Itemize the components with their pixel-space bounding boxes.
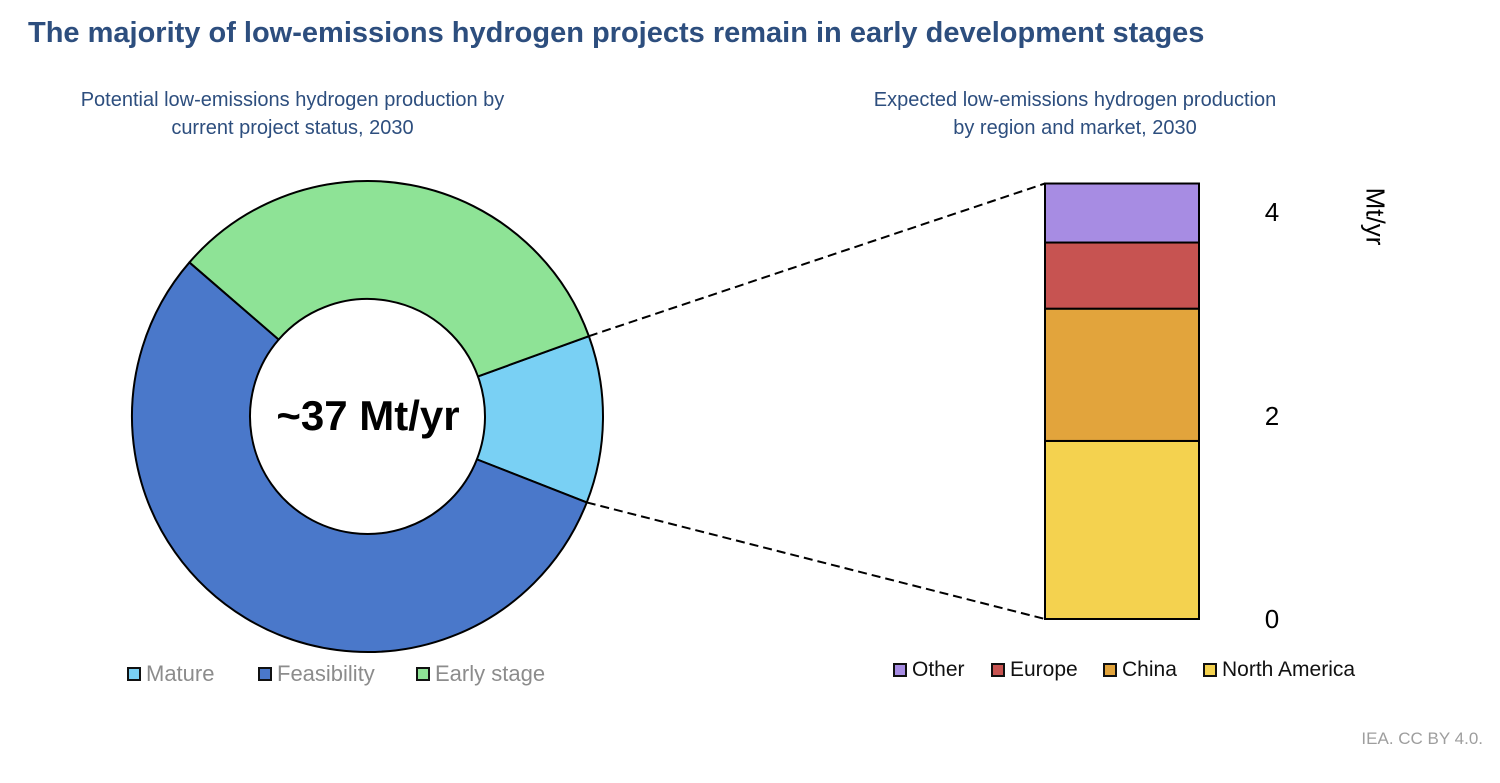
donut-chart-title-line1: Potential low-emissions hydrogen product… [80,89,505,111]
legend-label-other: Other [912,658,965,681]
legend-label-mature: Mature [146,661,215,686]
bar-chart-title-line1: Expected low-emissions hydrogen producti… [873,89,1277,111]
legend-label-feasibility: Feasibility [277,661,375,686]
bar-segment-other [1044,182,1200,244]
donut-slice-feasibility [131,261,588,653]
legend-item-mature: Mature [127,661,215,686]
legend-swatch-other [893,663,907,677]
legend-swatch-early-stage [416,667,430,681]
connector-line-top [588,182,1046,338]
y-axis-tick-4: 4 [1264,197,1280,227]
legend-label-early-stage: Early stage [435,661,546,686]
legend-swatch-north-america [1203,663,1217,677]
bar-chart-title-line2: by region and market, 2030 [953,117,1197,139]
bar-segment-north-america [1044,439,1200,620]
legend-label-north-america: North America [1222,658,1356,681]
y-axis-tick-2: 2 [1264,400,1280,431]
y-axis-tick-0: 0 [1264,604,1280,634]
donut-chart-title-line2: current project status, 2030 [171,117,414,139]
legend-label-europe: Europe [1010,658,1078,681]
bar-segment-europe [1044,241,1200,310]
bar-segment-china [1044,307,1200,442]
source-attribution: IEA. CC BY 4.0. [1361,729,1483,748]
legend-item-other: Other [893,658,965,681]
legend-swatch-mature [127,667,141,681]
donut-chart-title: Potential low-emissions hydrogen product… [30,86,555,142]
legend-item-china: China [1103,658,1177,681]
connector-line-bottom [586,501,1046,620]
legend-item-north-america: North America [1203,658,1356,681]
donut-total-label: ~37 Mt/yr [276,392,460,439]
y-axis-unit-label: Mt/yr [1360,187,1391,246]
legend-swatch-feasibility [258,667,272,681]
legend-swatch-china [1103,663,1117,677]
legend-item-europe: Europe [991,658,1078,681]
legend-label-china: China [1122,658,1177,681]
legend-item-early-stage: Early stage [416,661,546,686]
page-title: The majority of low-emissions hydrogen p… [28,17,1205,49]
legend-item-feasibility: Feasibility [258,661,375,686]
bar-chart-title: Expected low-emissions hydrogen producti… [815,86,1335,142]
legend-swatch-europe [991,663,1005,677]
donut-slice-early-stage [188,180,590,378]
